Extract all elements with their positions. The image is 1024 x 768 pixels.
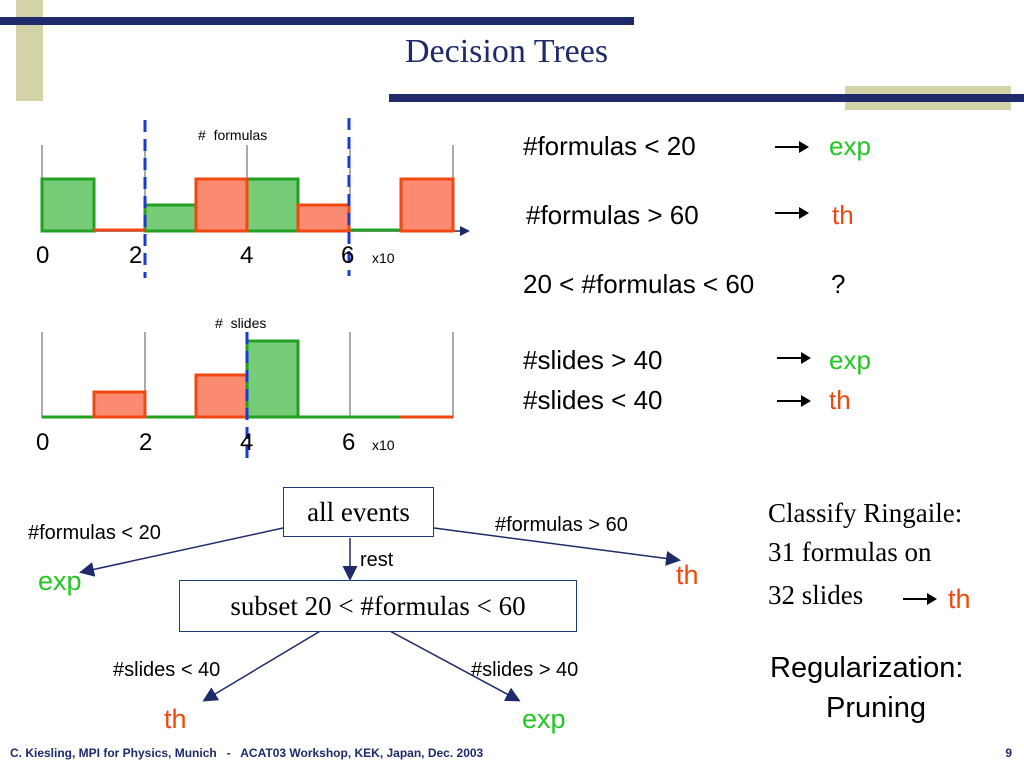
tree-edge-slides-lt-label: #slides < 40	[113, 659, 221, 681]
classify-result: th	[948, 584, 971, 614]
tree-leaf-exp: exp	[38, 566, 82, 596]
tree-subset-node: subset 20 < #formulas < 60	[179, 580, 577, 632]
rule-result-th: th	[829, 385, 851, 415]
footer-text: C. Kiesling, MPI for Physics, Munich - A…	[10, 746, 484, 760]
arrow-right-icon	[903, 593, 937, 605]
rule-condition-slides-lt-40: #slides < 40	[523, 385, 663, 415]
tree-edge-rest-label: rest	[360, 549, 394, 571]
slides-tick-2: 2	[139, 429, 153, 456]
formulas-bar-red-5	[296, 203, 351, 233]
arrow-right-icon	[777, 352, 811, 364]
slides-tick-4: 4	[240, 429, 254, 456]
formulas-bar-green-2	[143, 203, 199, 233]
rule-result-th: th	[832, 200, 854, 230]
formulas-bar-green-0	[40, 177, 96, 233]
classify-line-3: 32 slides	[768, 580, 864, 610]
tree-edge-left-label: #formulas < 20	[28, 522, 161, 544]
arrow-right-icon	[777, 395, 811, 407]
rule-condition-formulas-gt-60: #formulas > 60	[526, 200, 699, 230]
rule-condition-slides-gt-40: #slides > 40	[523, 345, 663, 375]
formulas-bar-green-4	[245, 177, 300, 233]
formulas-axis-label: # formulas	[198, 127, 268, 143]
formulas-tick-6: 6	[341, 242, 355, 269]
formulas-tick-0: 0	[36, 242, 50, 269]
formulas-tick-4: 4	[240, 242, 254, 269]
slides-axis-label: # slides	[215, 315, 267, 331]
rule-result-question: ?	[831, 269, 846, 299]
formulas-unit: x10	[372, 250, 395, 266]
deco-khaki-bar-left	[16, 0, 43, 101]
deco-navy-bar-bottom-front	[389, 94, 1024, 102]
tree-edge-right-label: #formulas > 60	[495, 514, 628, 536]
tree-leaf-exp-sub: exp	[522, 704, 566, 734]
tree-connectors	[79, 527, 681, 702]
formulas-bar-red-7	[399, 177, 455, 233]
tree-edge-slides-gt-label: #slides > 40	[471, 659, 579, 681]
arrow-right-icon	[775, 207, 809, 219]
formulas-bar-red-3	[194, 177, 249, 233]
formulas-tick-2: 2	[129, 242, 143, 269]
rule-condition-formulas-lt-20: #formulas < 20	[523, 131, 696, 161]
classify-line-2: 31 formulas on	[768, 537, 932, 567]
slides-unit: x10	[372, 437, 395, 453]
regularization-line-2: Pruning	[826, 692, 926, 724]
tree-leaf-th-sub: th	[164, 704, 187, 734]
rule-condition-formulas-between: 20 < #formulas < 60	[523, 269, 755, 299]
slides-bar-red-1	[92, 390, 147, 419]
classify-line-1: Classify Ringaile:	[768, 498, 963, 528]
formulas-histogram	[40, 118, 470, 462]
slides-tick-0: 0	[36, 429, 50, 456]
deco-navy-bar-top	[0, 17, 634, 25]
arrow-right-icon	[775, 141, 809, 153]
slides-bar-red-3	[194, 373, 249, 419]
slides-tick-6: 6	[342, 429, 356, 456]
slides-bar-green-4	[245, 339, 300, 419]
rule-result-exp: exp	[829, 131, 871, 161]
regularization-line-1: Regularization:	[770, 652, 964, 684]
tree-leaf-th: th	[676, 560, 699, 590]
rule-result-exp: exp	[829, 345, 871, 375]
page-title: Decision Trees	[405, 33, 609, 70]
tree-root-node: all events	[283, 487, 434, 537]
page-number: 9	[1005, 746, 1012, 760]
